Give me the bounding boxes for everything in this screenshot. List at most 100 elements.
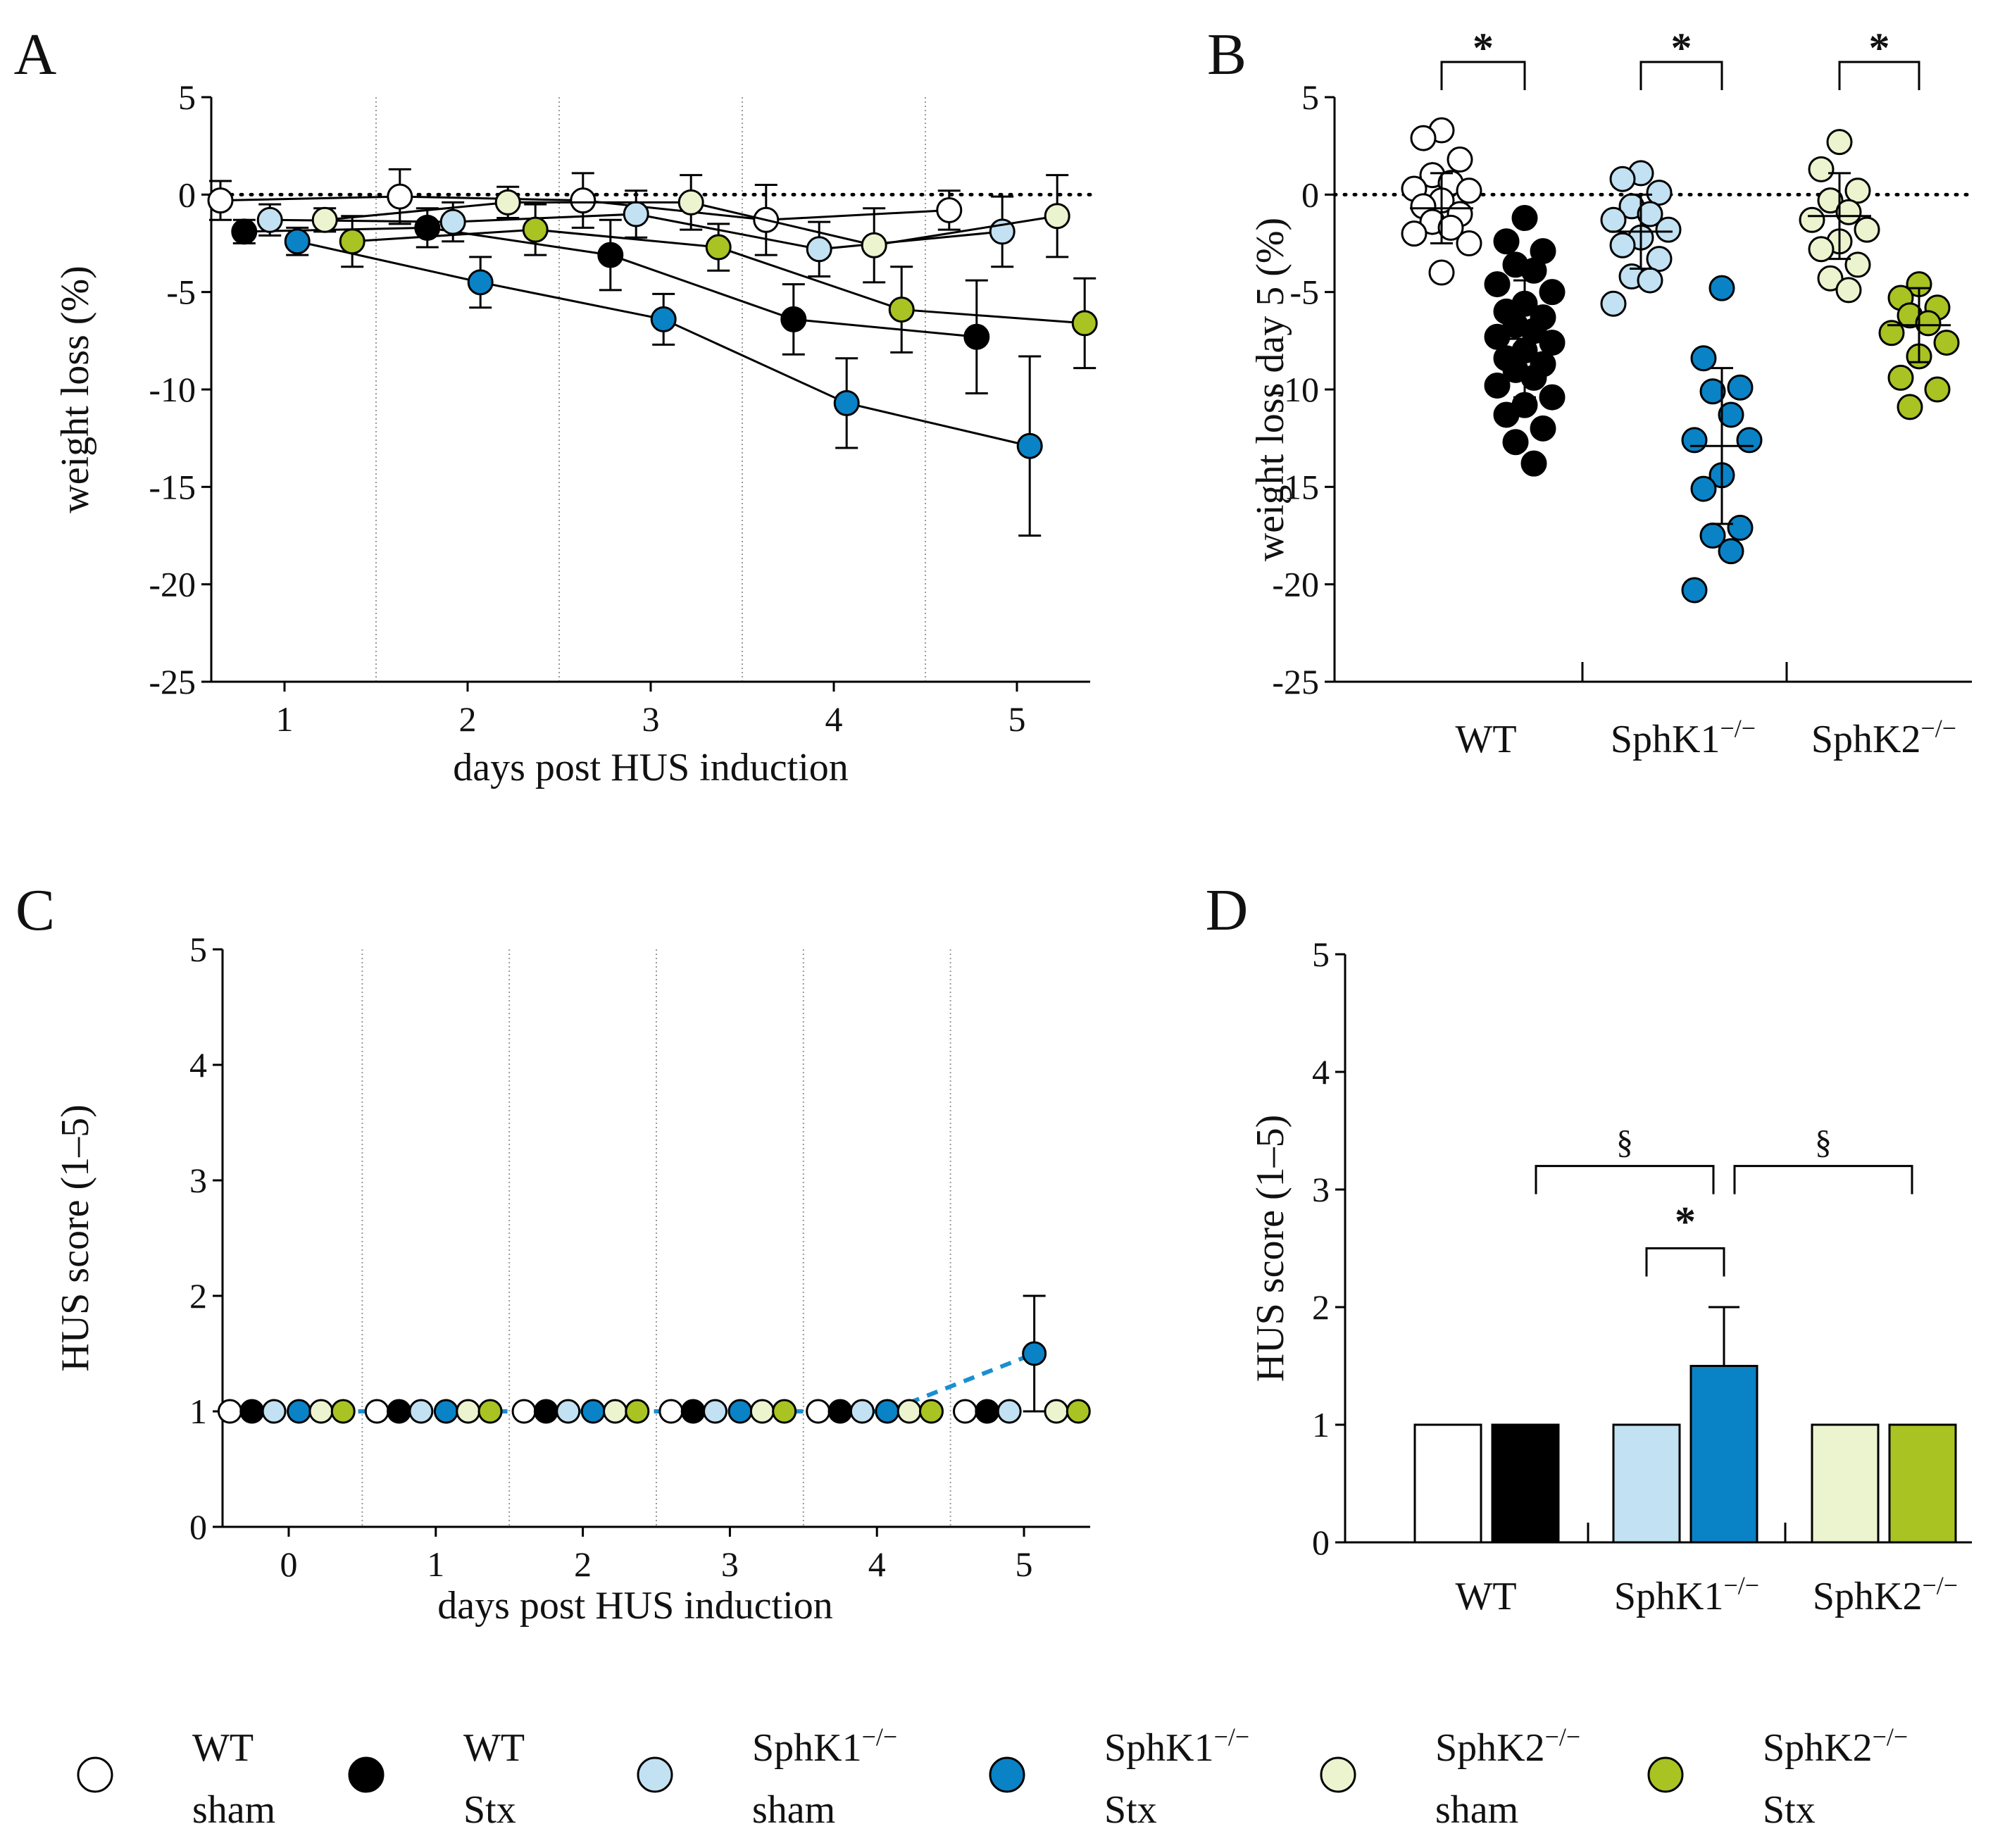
y-tick-label: 5 bbox=[1312, 935, 1330, 974]
data-point bbox=[256, 206, 283, 233]
sd-bar bbox=[1711, 367, 1733, 525]
data-point-wt_stx bbox=[533, 1399, 558, 1424]
significance-symbol: § bbox=[1815, 1124, 1832, 1161]
legend-item-sphk2_stx: SphK2−/− Stx bbox=[1647, 1723, 1908, 1832]
data-point bbox=[1447, 146, 1473, 173]
legend-label-line1: SphK2−/− bbox=[1435, 1723, 1580, 1770]
data-point bbox=[1887, 364, 1914, 391]
data-point bbox=[1600, 290, 1627, 317]
data-point bbox=[1799, 206, 1825, 233]
data-point bbox=[1817, 265, 1844, 292]
category-label-sup: −/− bbox=[1922, 1571, 1958, 1599]
data-point-sphk1_stx bbox=[580, 1399, 606, 1424]
category-label-base: SphK2 bbox=[1811, 718, 1921, 761]
significance-star: * bbox=[1671, 25, 1692, 71]
data-point bbox=[1727, 374, 1754, 401]
data-point bbox=[1817, 187, 1844, 214]
data-point-wt_sham bbox=[658, 1399, 684, 1424]
data-point-sphk2_sham bbox=[308, 1399, 334, 1424]
data-point bbox=[1511, 205, 1538, 232]
x-tick-label: 3 bbox=[721, 1544, 739, 1584]
legend-label-name: SphK2 bbox=[1763, 1726, 1873, 1770]
data-point bbox=[705, 234, 732, 261]
bar-sphk2_sham bbox=[1811, 1423, 1880, 1544]
data-point bbox=[1690, 475, 1717, 502]
legend-label-sup: −/− bbox=[862, 1723, 898, 1751]
data-point bbox=[861, 232, 887, 258]
x-tick-label: 1 bbox=[276, 699, 294, 739]
significance-bracket bbox=[1838, 61, 1920, 90]
y-tick-label: 4 bbox=[189, 1045, 207, 1085]
y-tick-label: 1 bbox=[189, 1392, 207, 1431]
y-tick-label: -25 bbox=[1272, 662, 1319, 701]
data-point bbox=[1520, 364, 1547, 391]
legend-marker bbox=[637, 1756, 673, 1793]
data-point bbox=[1727, 514, 1754, 541]
series-sphk1_sham bbox=[256, 189, 1016, 278]
series-wt_sham bbox=[1401, 117, 1482, 286]
significance-star: * bbox=[1869, 25, 1890, 71]
data-point bbox=[1681, 577, 1708, 604]
category-label: WT bbox=[1455, 1575, 1516, 1618]
significance-bracket bbox=[1440, 61, 1526, 90]
category-label-base: WT bbox=[1455, 718, 1516, 761]
data-point bbox=[1539, 384, 1566, 411]
data-point-sphk2_stx bbox=[1066, 1399, 1091, 1424]
series-sphk2_sham bbox=[1799, 129, 1880, 304]
x-tick-label: 1 bbox=[427, 1544, 444, 1584]
data-point bbox=[207, 187, 234, 214]
y-tick-label: -5 bbox=[166, 273, 196, 312]
legend-marker bbox=[1647, 1756, 1684, 1793]
legend-label-line2: sham bbox=[192, 1788, 275, 1832]
legend-label-line2: Stx bbox=[1763, 1788, 1816, 1832]
data-point bbox=[833, 389, 860, 416]
data-point bbox=[1401, 220, 1427, 247]
data-point-wt_sham bbox=[511, 1399, 537, 1424]
x-tick-label: 0 bbox=[280, 1544, 297, 1584]
data-point-wt_stx bbox=[680, 1399, 706, 1424]
panel-label: B bbox=[1207, 22, 1247, 87]
category-label-sup: −/− bbox=[1720, 714, 1756, 742]
y-tick-label: 3 bbox=[189, 1161, 207, 1200]
category-label-sup: −/− bbox=[1723, 1571, 1759, 1599]
data-point bbox=[1681, 427, 1708, 454]
x-tick-label: 2 bbox=[459, 699, 477, 739]
significance-bracket bbox=[1645, 1247, 1725, 1277]
y-axis-title: HUS score (1–5) bbox=[54, 1104, 97, 1371]
legend-label-line1: SphK1−/− bbox=[1104, 1723, 1249, 1770]
data-point-wt_sham bbox=[806, 1399, 831, 1424]
y-tick-label: 1 bbox=[1312, 1405, 1330, 1444]
data-point bbox=[1808, 236, 1835, 263]
significance-bracket bbox=[1639, 61, 1723, 90]
data-point-sphk2_stx bbox=[477, 1399, 503, 1424]
category-label-sup: −/− bbox=[1920, 714, 1956, 742]
data-point bbox=[1484, 271, 1511, 298]
series-sphk1_stx bbox=[284, 226, 1043, 537]
sd-bar bbox=[1828, 172, 1851, 261]
legend-label-name: SphK2 bbox=[1435, 1726, 1545, 1770]
data-point bbox=[1897, 394, 1923, 420]
legend-label-name: WT bbox=[463, 1726, 525, 1770]
significance-symbol: * bbox=[1675, 1199, 1696, 1245]
data-point bbox=[1410, 125, 1437, 151]
legend-marker bbox=[77, 1756, 113, 1793]
data-point bbox=[1646, 180, 1673, 206]
data-point-sphk1_sham bbox=[261, 1399, 287, 1424]
y-axis-title: weight loss day 5 (%) bbox=[1249, 218, 1292, 561]
legend-label-line1: WT bbox=[463, 1726, 525, 1770]
data-point bbox=[1484, 372, 1511, 399]
data-point-sphk1_sham bbox=[556, 1399, 581, 1424]
data-point-wt_sham bbox=[217, 1399, 242, 1424]
data-point-wt_sham bbox=[364, 1399, 389, 1424]
category-label: WT bbox=[1455, 718, 1516, 761]
sd-bar bbox=[1630, 193, 1652, 270]
data-point-sphk2_stx bbox=[772, 1399, 797, 1424]
x-tick-label: 4 bbox=[825, 699, 843, 739]
y-tick-label: -25 bbox=[149, 662, 196, 701]
legend-item-wt_sham: WT sham bbox=[77, 1726, 275, 1832]
data-point-wt_stx bbox=[239, 1399, 265, 1424]
significance-symbol: § bbox=[1616, 1124, 1633, 1161]
y-tick-label: 0 bbox=[189, 1507, 207, 1547]
